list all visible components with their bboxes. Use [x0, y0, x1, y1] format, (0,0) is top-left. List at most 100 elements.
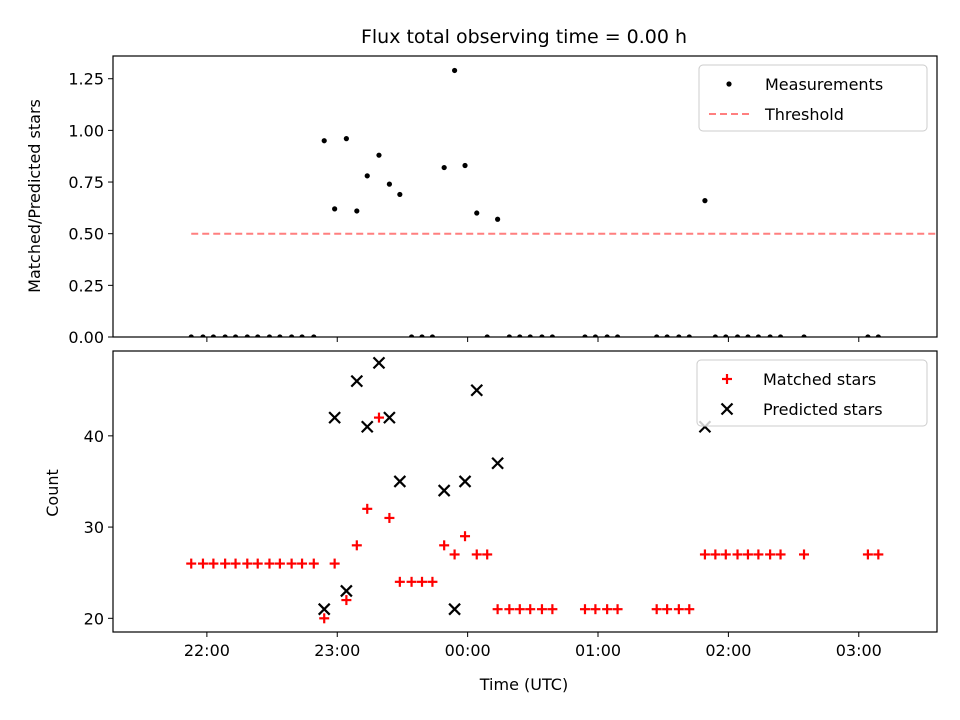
matched-star-point — [651, 604, 662, 615]
measurement-point — [364, 173, 370, 179]
measurement-point — [604, 334, 610, 337]
predicted-star-point — [317, 602, 331, 616]
matched-star-point — [394, 576, 405, 587]
measurement-point — [539, 334, 545, 337]
x-axis-title: Time (UTC) — [479, 675, 568, 694]
matched-star-point — [274, 558, 285, 569]
measurement-point — [517, 334, 523, 337]
legend-marker-measurements — [726, 81, 732, 87]
x-tick-label: 01:00 — [575, 641, 621, 660]
matched-star-point — [673, 604, 684, 615]
legend: Matched stars Predicted stars — [696, 359, 928, 427]
matched-star-point — [230, 558, 241, 569]
measurement-point — [289, 334, 295, 337]
matched-star-point — [492, 604, 503, 615]
matched-star-point — [384, 512, 395, 523]
measurement-point — [451, 67, 458, 74]
measurement-point — [429, 334, 436, 337]
measurement-point — [266, 334, 273, 337]
matched-star-point — [417, 576, 427, 587]
measurement-point — [495, 216, 501, 222]
measurement-point — [549, 334, 555, 337]
predicted-star-point — [393, 475, 407, 488]
matched-star-point — [799, 549, 810, 560]
measurement-point — [299, 334, 305, 337]
matched-star-point — [220, 558, 231, 569]
measurement-point — [484, 334, 490, 337]
matched-star-point — [710, 549, 721, 560]
bottom-panel: 22:00 23:00 00:00 01:00 02:00 03:00 20 30 40 Matc… — [84, 350, 938, 660]
matched-star-point — [264, 558, 275, 569]
y-tick-label: 0.25 — [68, 276, 104, 295]
measurement-point — [311, 334, 317, 337]
legend-marker-predicted — [720, 402, 734, 416]
measurement-point — [767, 334, 773, 337]
matched-star-point — [732, 549, 743, 560]
measurement-point — [321, 138, 327, 144]
measurement-point — [777, 334, 784, 337]
top-y-axis-title: Matched/Predicted stars — [25, 99, 44, 293]
matched-star-point — [514, 604, 525, 615]
measurement-point — [232, 334, 239, 337]
measurement-point — [332, 206, 338, 212]
matched-star-point — [482, 549, 493, 560]
x-tick-label: 00:00 — [445, 641, 491, 660]
measurement-point — [376, 152, 382, 158]
measurement-point — [277, 334, 283, 337]
legend-label: Matched stars — [763, 370, 876, 389]
x-tick-label: 22:00 — [184, 641, 230, 660]
y-tick-label: 0.50 — [68, 225, 104, 244]
legend-label: Predicted stars — [763, 400, 883, 419]
plot-area — [188, 67, 937, 337]
measurement-point — [386, 181, 393, 187]
predicted-star-point — [360, 420, 374, 434]
measurement-point — [397, 191, 403, 198]
measurement-point — [865, 334, 871, 337]
matched-star-point — [373, 412, 384, 423]
matched-star-point — [449, 549, 460, 560]
measurement-point — [702, 198, 708, 204]
predicted-star-point — [350, 374, 364, 388]
measurement-point — [723, 334, 729, 337]
matched-star-point — [439, 540, 450, 551]
axes-frame — [112, 55, 938, 338]
measurement-point — [712, 334, 718, 337]
measurement-point — [614, 334, 621, 337]
y-tick-label: 40 — [84, 427, 104, 446]
measurement-point — [686, 334, 692, 337]
predicted-star-point — [458, 475, 472, 488]
bottom-y-axis-title: Count — [43, 469, 62, 517]
legend-label: Threshold — [764, 105, 844, 124]
matched-star-point — [602, 604, 613, 615]
matched-star-point — [208, 558, 219, 569]
y-tick-label: 1.00 — [68, 121, 104, 140]
x-tick-label: 03:00 — [836, 641, 882, 660]
y-tick-label: 20 — [84, 609, 104, 628]
measurement-point — [734, 334, 741, 337]
matched-star-point — [286, 558, 297, 569]
matched-star-point — [471, 549, 482, 560]
predicted-star-point — [437, 484, 451, 497]
matched-star-point — [341, 595, 352, 606]
matched-star-point — [612, 604, 623, 615]
matched-star-point — [319, 613, 330, 624]
measurement-point — [222, 334, 228, 337]
matched-star-point — [406, 576, 417, 587]
measurement-point — [506, 334, 512, 337]
matched-star-point — [197, 558, 208, 569]
predicted-star-point — [372, 356, 386, 370]
measurement-point — [676, 334, 682, 337]
measurement-point — [188, 334, 194, 337]
measurement-point — [419, 334, 425, 337]
measurement-point — [664, 334, 670, 337]
matched-star-point — [753, 549, 764, 560]
matched-star-point — [329, 558, 340, 569]
matched-star-point — [536, 604, 547, 615]
matched-star-point — [775, 549, 786, 560]
measurement-point — [244, 334, 250, 337]
measurement-point — [527, 334, 533, 337]
matched-star-point — [504, 604, 515, 615]
matched-star-point — [662, 604, 673, 615]
matched-star-point — [525, 604, 536, 615]
